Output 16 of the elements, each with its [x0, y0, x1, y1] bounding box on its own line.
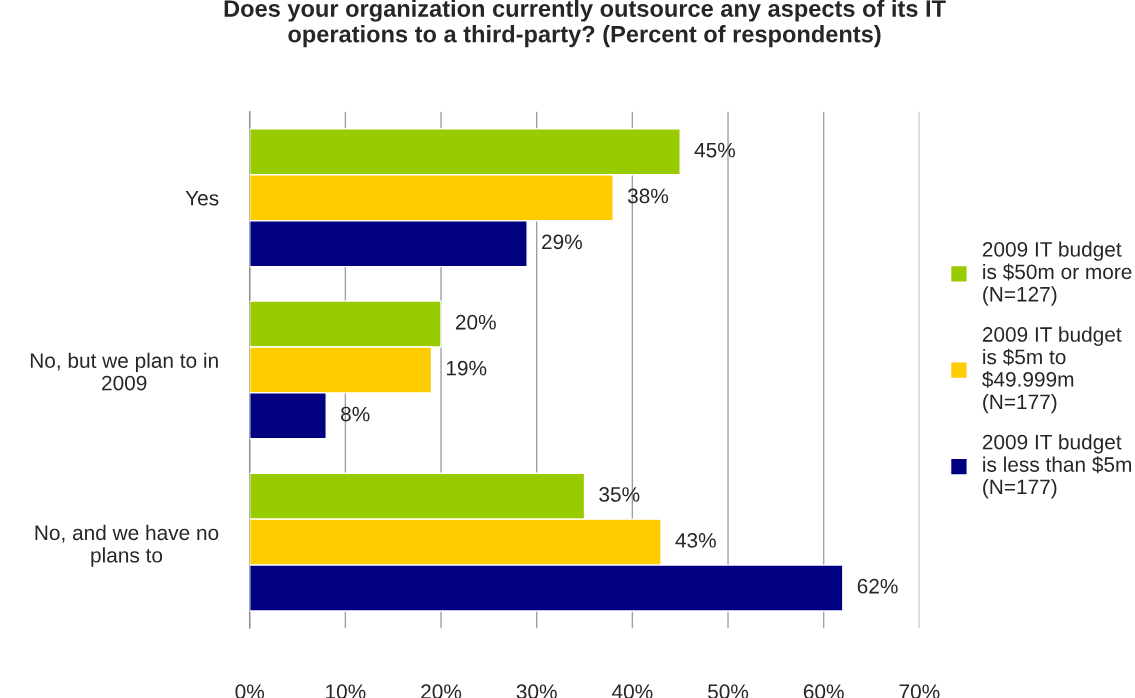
data-label: 43%	[675, 532, 716, 548]
data-label: 19%	[446, 360, 487, 376]
data-label: 45%	[694, 142, 736, 158]
chart-title: Does your organization currently outsource any aspects of its IT operations to a third-party? (Percent of respondents)	[224, 0, 946, 48]
legend-label: 2009 IT budget is $50m or more (N=127)	[982, 241, 1132, 306]
y-tick-label: Yes	[185, 190, 219, 206]
data-label: 29%	[542, 234, 582, 250]
data-label: 62%	[857, 578, 898, 594]
y-tick-label: No, but we plan to in 2009	[30, 352, 218, 391]
y-tick-label: No, and we have no plans to	[35, 524, 219, 567]
data-label: 8%	[341, 406, 370, 422]
legend-label: 2009 IT budget is $5m to $49.999m (N=177)	[982, 326, 1122, 414]
data-label: 20%	[455, 314, 496, 330]
legend-label: 2009 IT budget is less than $5m (N=177)	[982, 434, 1132, 499]
data-label: 38%	[627, 188, 669, 204]
data-label: 35%	[599, 487, 640, 502]
